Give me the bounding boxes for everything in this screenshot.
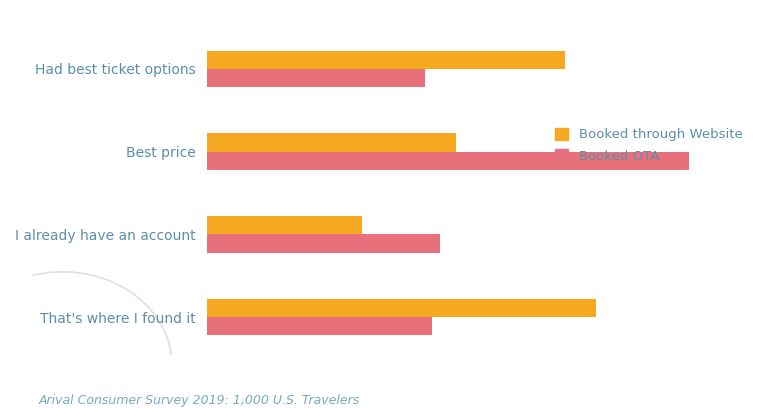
Bar bbox=[206, 317, 432, 335]
Bar bbox=[206, 151, 689, 170]
Bar bbox=[206, 69, 425, 87]
Bar bbox=[206, 51, 565, 69]
Bar bbox=[206, 299, 596, 317]
Bar bbox=[206, 216, 362, 234]
Text: Arival Consumer Survey 2019: 1,000 U.S. Travelers: Arival Consumer Survey 2019: 1,000 U.S. … bbox=[39, 394, 361, 407]
Bar bbox=[206, 234, 440, 253]
Bar bbox=[206, 133, 456, 151]
Legend: Booked through Website, Booked OTA: Booked through Website, Booked OTA bbox=[548, 121, 749, 169]
